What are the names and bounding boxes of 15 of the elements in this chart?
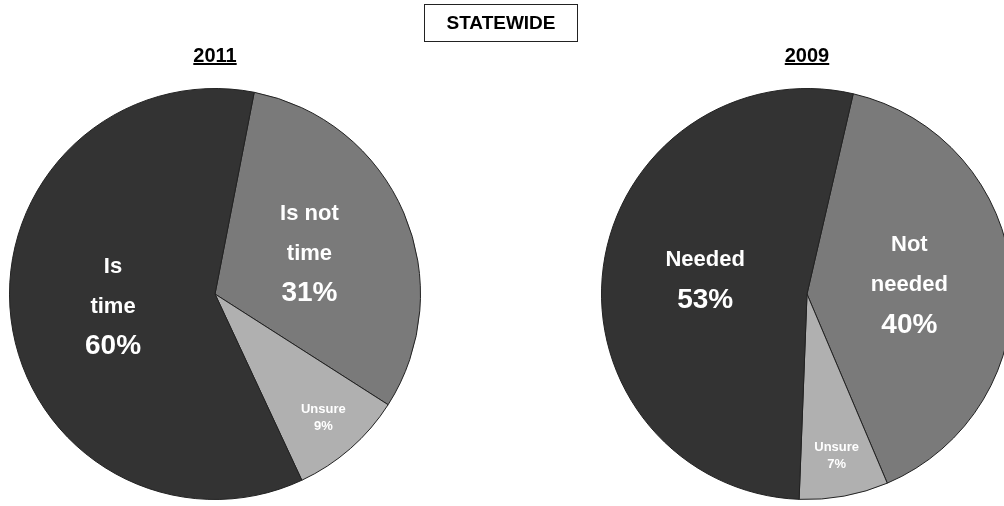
chart-title: 2011 [192,44,238,67]
slice-label: Is not time [280,199,340,265]
data-label: 9% [313,417,334,433]
data-label: 40% [881,307,938,339]
chart-title: 2009 [783,44,831,67]
data-label: 7% [827,455,847,471]
slice-label: Is time [90,252,136,318]
data-label: 31% [281,276,338,308]
slice-label: Unsure [814,438,860,454]
slice-label: Needed [665,246,745,272]
text: STATEWIDE [424,4,578,42]
slice-label: Not needed [870,231,948,297]
data-label: 60% [84,329,142,361]
slice-label: Unsure [300,400,346,416]
data-label: 53% [677,283,734,315]
